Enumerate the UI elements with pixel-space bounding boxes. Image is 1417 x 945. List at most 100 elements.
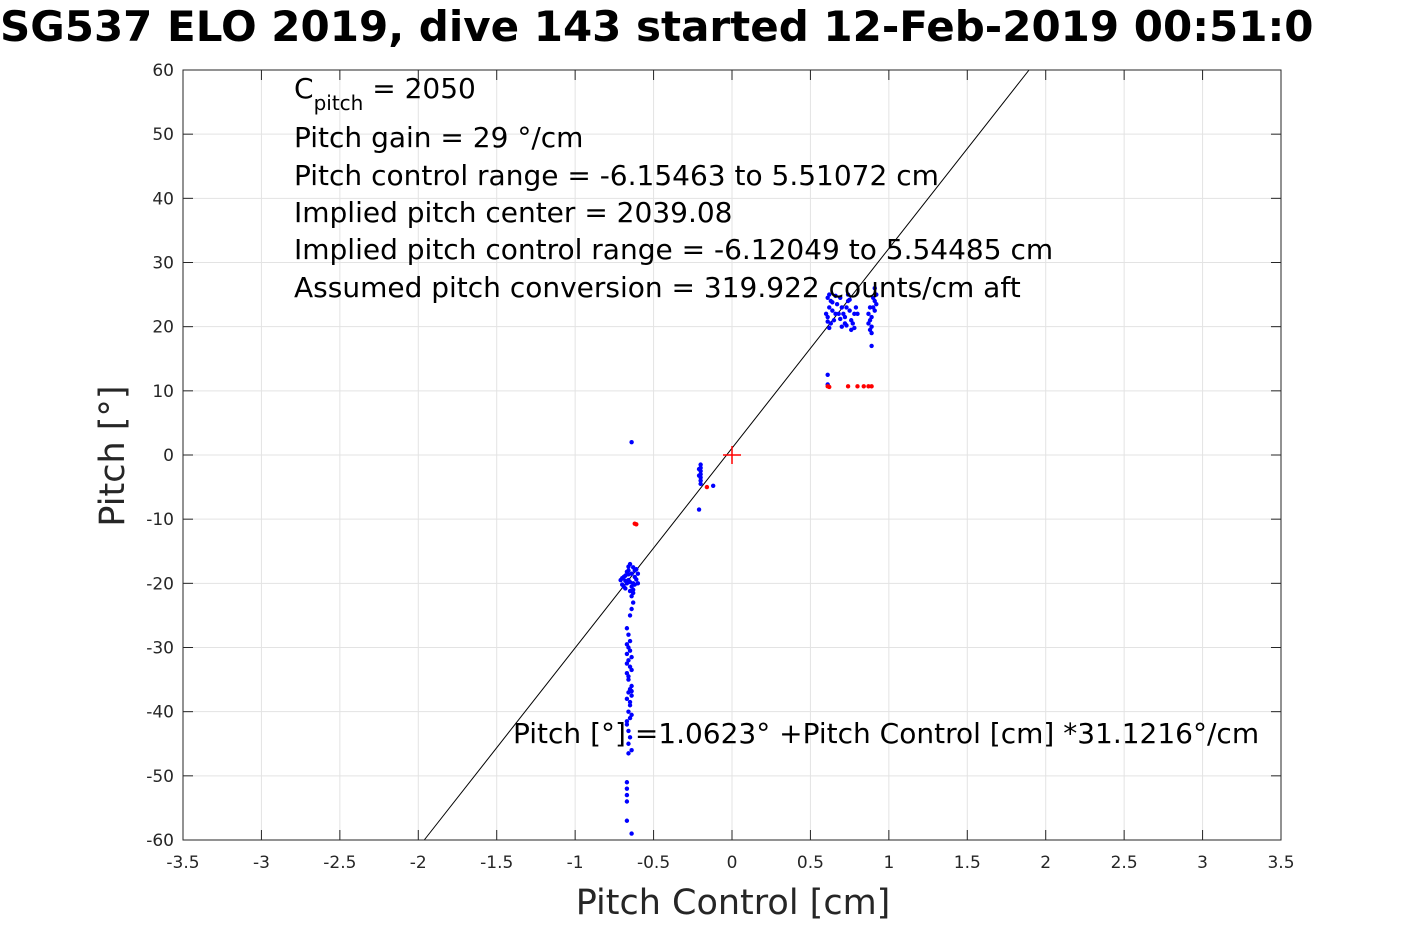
blue-data-point	[626, 572, 631, 577]
blue-data-point	[825, 319, 830, 324]
blue-data-point	[629, 688, 634, 694]
blue-data-point	[624, 626, 630, 631]
blue-data-point	[627, 703, 633, 708]
blue-data-point	[626, 564, 631, 569]
blue-data-point	[626, 751, 631, 756]
y-tick-label: 20	[152, 318, 174, 338]
y-tick-label: 40	[152, 189, 174, 209]
blue-data-point	[627, 588, 633, 594]
blue-data-point	[635, 581, 641, 586]
blue-data-point	[825, 372, 830, 377]
annotation-cpitch: Cpitch = 2050	[294, 72, 476, 115]
blue-data-point	[855, 311, 860, 317]
x-tick-label: -2	[410, 853, 427, 873]
blue-data-point	[624, 722, 630, 727]
blue-data-point	[696, 466, 702, 472]
blue-data-point	[629, 712, 634, 718]
blue-data-point	[844, 323, 849, 328]
y-tick-label: 60	[152, 61, 174, 81]
x-tick-label: -0.5	[637, 853, 670, 873]
x-tick-label: 1	[883, 853, 894, 873]
x-tick-label: 3.5	[1267, 853, 1294, 873]
blue-data-point	[842, 314, 848, 320]
blue-data-point	[624, 799, 630, 804]
blue-data-point	[624, 786, 630, 791]
blue-data-point	[845, 292, 851, 297]
blue-data-point	[852, 325, 857, 331]
x-tick-label: -3.5	[166, 853, 199, 873]
blue-data-point	[627, 648, 633, 653]
y-tick-label: -60	[146, 831, 174, 851]
blue-data-point	[825, 295, 830, 300]
blue-data-point	[627, 638, 633, 644]
blue-data-point	[624, 792, 630, 798]
blue-data-point	[624, 696, 630, 702]
blue-data-point	[872, 285, 877, 291]
blue-data-point	[827, 325, 832, 331]
blue-data-point	[624, 780, 630, 785]
red-data-point	[827, 384, 832, 390]
x-tick-label: 0.5	[797, 853, 824, 873]
blue-data-point	[634, 577, 639, 582]
blue-data-point	[838, 316, 843, 322]
red-data-point	[845, 384, 851, 389]
blue-data-point	[627, 699, 633, 705]
blue-data-point	[839, 324, 844, 329]
blue-data-point	[629, 831, 634, 836]
blue-data-point	[853, 305, 859, 310]
x-tick-label: 0	[727, 853, 738, 873]
y-tick-label: -40	[146, 703, 174, 723]
red-data-point	[861, 384, 866, 389]
red-data-point	[869, 384, 874, 389]
blue-data-point	[831, 318, 837, 323]
blue-data-point	[850, 321, 855, 326]
blue-data-point	[833, 293, 838, 299]
blue-data-point	[627, 735, 633, 740]
blue-data-point	[847, 297, 852, 302]
annotation-pitch-conversion: Assumed pitch conversion = 319.922 count…	[294, 271, 1021, 304]
blue-data-point	[839, 305, 844, 310]
annotation-pitch-gain: Pitch gain = 29 °/cm	[294, 121, 583, 154]
blue-data-point	[866, 311, 871, 317]
blue-data-point	[698, 481, 703, 487]
blue-data-point	[626, 677, 631, 682]
x-axis-label: Pitch Control [cm]	[576, 883, 891, 923]
blue-data-point	[874, 302, 879, 307]
red-data-point	[704, 484, 710, 490]
blue-data-point	[630, 600, 636, 605]
y-tick-label: 30	[152, 254, 174, 274]
blue-data-point	[834, 302, 840, 307]
y-tick-label: -30	[146, 639, 174, 659]
blue-data-point	[870, 295, 876, 300]
blue-data-point	[852, 311, 857, 317]
blue-data-point	[830, 308, 835, 313]
blue-data-point	[629, 747, 634, 753]
annotation-pitch-control-range: Pitch control range = -6.15463 to 5.5107…	[294, 159, 939, 192]
blue-data-point	[867, 305, 873, 310]
y-tick-label: -10	[146, 510, 174, 530]
blue-data-point	[618, 577, 623, 583]
red-data-point	[634, 522, 639, 527]
data-points	[618, 285, 879, 836]
blue-data-point	[869, 330, 874, 336]
blue-data-point	[869, 314, 874, 320]
blue-data-point	[634, 567, 639, 572]
blue-data-point	[629, 606, 634, 612]
red-data-point	[866, 384, 871, 389]
blue-data-point	[874, 292, 879, 297]
y-tick-label: 0	[163, 446, 174, 466]
blue-data-point	[626, 741, 631, 746]
blue-data-point	[626, 632, 631, 637]
blue-data-point	[624, 651, 630, 657]
blue-data-point	[623, 578, 628, 583]
blue-data-point	[830, 300, 835, 305]
blue-data-point	[825, 314, 830, 320]
blue-data-point	[847, 308, 852, 313]
blue-data-point	[629, 667, 634, 673]
x-tick-label: 2.5	[1111, 853, 1138, 873]
blue-data-point	[620, 582, 625, 587]
y-axis-label: Pitch [°]	[93, 385, 133, 526]
blue-data-point	[836, 311, 841, 317]
blue-data-point	[698, 478, 703, 483]
